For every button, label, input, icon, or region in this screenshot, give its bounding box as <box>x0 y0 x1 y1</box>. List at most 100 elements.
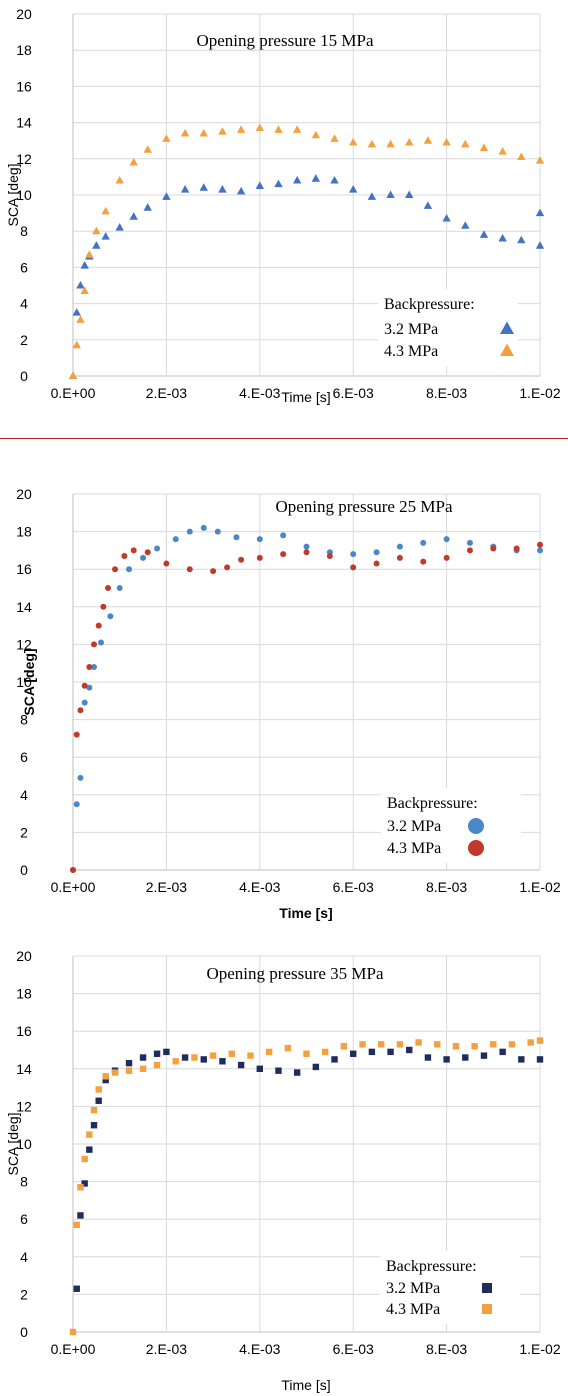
data-point <box>107 613 114 620</box>
data-point <box>115 223 124 231</box>
data-point <box>331 1056 338 1063</box>
data-point <box>210 568 217 575</box>
x-tick-label: 4.E-03 <box>239 879 280 895</box>
data-point <box>312 1063 320 1071</box>
data-point <box>535 241 545 249</box>
data-point <box>350 551 357 558</box>
data-point <box>80 261 89 269</box>
data-point <box>116 585 123 591</box>
legend-background <box>381 788 521 863</box>
data-point <box>92 226 101 235</box>
data-point <box>536 1056 544 1063</box>
data-point <box>219 1058 226 1065</box>
data-point <box>479 143 489 151</box>
legend-label: 4.3 MPa <box>384 343 438 360</box>
y-tick-label: 14 <box>16 1061 32 1077</box>
data-point <box>81 699 88 706</box>
y-tick-label: 18 <box>16 42 32 58</box>
data-point <box>126 566 133 573</box>
y-tick-label: 10 <box>16 187 32 203</box>
data-point <box>284 1044 292 1052</box>
data-point <box>350 1050 357 1057</box>
y-tick-label: 20 <box>16 6 32 22</box>
x-tick-label: 1.E-02 <box>519 1341 560 1357</box>
x-tick-label: 0.E+00 <box>51 879 96 895</box>
legend-label: 3.2 MPa <box>387 818 441 835</box>
data-point <box>238 556 245 563</box>
data-point <box>518 1056 525 1063</box>
data-point <box>140 554 147 561</box>
legend-background <box>378 289 518 366</box>
data-point <box>73 1221 80 1229</box>
y-tick-label: 12 <box>16 1098 32 1114</box>
data-point <box>236 186 246 195</box>
data-point <box>396 1041 404 1048</box>
data-point <box>105 585 112 591</box>
data-point <box>218 185 227 193</box>
data-point <box>224 564 231 571</box>
data-point <box>256 536 263 543</box>
data-point <box>86 1131 93 1138</box>
data-point <box>139 1054 147 1061</box>
y-tick-label: 20 <box>16 948 32 964</box>
data-point <box>130 547 137 554</box>
data-point <box>406 1046 413 1054</box>
chart-title: Opening pressure 25 MPa <box>275 497 453 516</box>
x-axis-label: Time [s] <box>281 389 330 405</box>
data-point <box>442 137 451 146</box>
data-point <box>479 230 489 238</box>
legend-title: Backpressure: <box>386 1258 477 1275</box>
data-point <box>139 1065 147 1072</box>
x-tick-label: 0.E+00 <box>51 385 96 401</box>
data-point <box>443 536 450 543</box>
y-tick-label: 6 <box>20 259 28 275</box>
legend-label: 3.2 MPa <box>386 1280 440 1297</box>
data-point <box>102 1076 109 1084</box>
data-point <box>199 128 208 137</box>
data-point <box>396 554 403 561</box>
data-point <box>367 139 377 148</box>
series-4-3-mpa <box>70 541 543 873</box>
data-point <box>368 1048 376 1056</box>
x-tick-label: 8.E-03 <box>426 1341 467 1357</box>
data-point <box>498 147 507 155</box>
data-point <box>274 179 283 188</box>
data-point <box>292 175 302 184</box>
data-point <box>95 622 102 629</box>
y-tick-label: 8 <box>20 223 28 239</box>
y-tick-label: 16 <box>16 561 32 577</box>
data-point <box>280 532 287 539</box>
data-point <box>303 549 310 556</box>
data-point <box>100 603 107 610</box>
y-tick-label: 18 <box>16 986 32 1002</box>
y-tick-label: 4 <box>20 296 28 312</box>
data-point <box>76 280 85 289</box>
data-point <box>247 1052 254 1059</box>
legend: Backpressure: 3.2 MPa 4.3 MPa <box>380 1251 520 1324</box>
data-point <box>85 250 94 258</box>
data-point <box>90 1106 98 1114</box>
legend-background <box>380 1251 520 1324</box>
data-point <box>154 545 161 552</box>
data-point <box>73 801 80 808</box>
y-tick-label: 2 <box>20 1286 28 1302</box>
data-point <box>129 212 138 220</box>
legend-marker <box>468 818 484 834</box>
y-tick-label: 6 <box>20 1211 28 1227</box>
data-point <box>423 201 433 209</box>
y-tick-label: 4 <box>20 1249 28 1265</box>
data-point <box>111 1069 119 1076</box>
x-tick-label: 8.E-03 <box>426 385 467 401</box>
chart-panel-25mpa: 0 2 4 6 8 10 12 14 16 18 20 0.E+00 2.E-03 4.E-03 6.E-0… <box>0 468 568 928</box>
data-point <box>537 541 543 548</box>
data-point <box>405 190 414 199</box>
data-point <box>292 125 302 133</box>
data-point <box>466 547 473 554</box>
data-point <box>396 543 403 550</box>
legend-label: 3.2 MPa <box>384 321 438 338</box>
data-point <box>228 1050 235 1057</box>
data-point <box>73 1285 80 1292</box>
legend-marker <box>500 343 514 357</box>
y-tick-label: 12 <box>16 151 32 167</box>
data-point <box>434 1041 441 1048</box>
